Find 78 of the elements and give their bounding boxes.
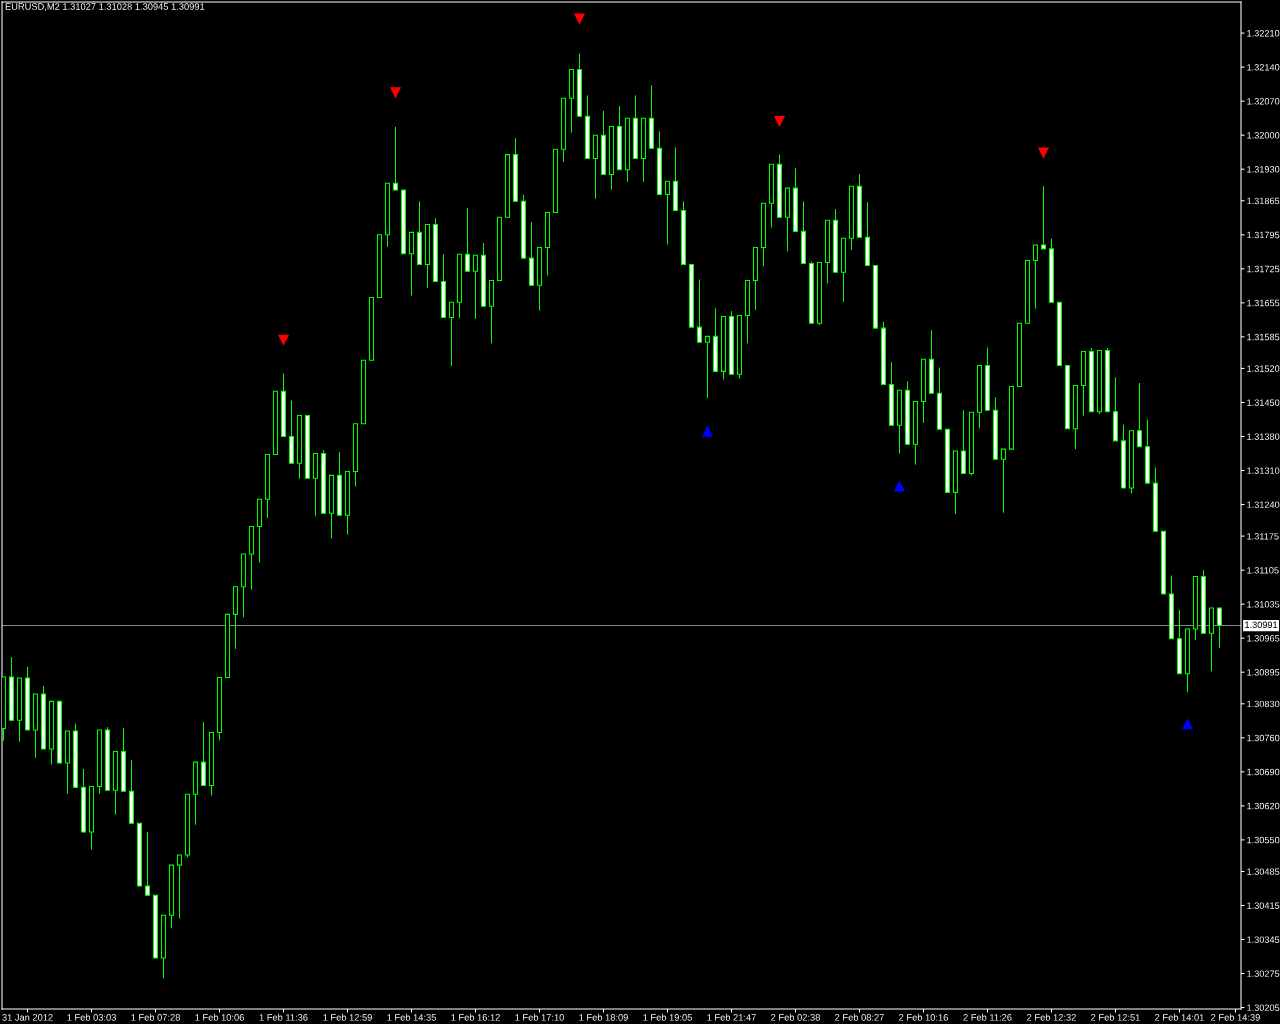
candlestick [696, 278, 703, 343]
candlestick [176, 854, 183, 920]
point [277, 334, 290, 346]
x-tick-label: 2 Feb 14:39 [1211, 1013, 1260, 1021]
x-tick-label: 1 Feb 11:36 [259, 1013, 308, 1021]
y-tick-label: 1.31520 [1247, 365, 1280, 372]
y-tick-label: 1.31380 [1247, 433, 1280, 440]
x-tick-label: 2 Feb 02:38 [771, 1013, 820, 1021]
y-tick-label: 1.30485 [1247, 868, 1280, 875]
x-tick-label: 2 Feb 11:26 [963, 1013, 1012, 1021]
x-tick-label: 1 Feb 19:05 [643, 1013, 692, 1021]
x-tick-label: 1 Feb 12:59 [323, 1013, 372, 1021]
y-tick-label: 1.31240 [1247, 501, 1280, 508]
y-tick-label: 1.32140 [1247, 64, 1280, 71]
candlestick [145, 831, 151, 896]
x-tick-label: 1 Feb 03:03 [67, 1013, 116, 1021]
candlestick [1216, 607, 1222, 649]
y-tick-label: 1.30345 [1247, 936, 1280, 943]
x-tick-label: 1 Feb 16:12 [451, 1013, 500, 1021]
candlestick [1136, 382, 1142, 448]
y-tick-label: 1.30275 [1247, 970, 1280, 977]
chart-title: EURUSD,M2 1.31027 1.31028 1.30945 1.30991 [5, 3, 205, 11]
y-tick-label: 1.30620 [1247, 802, 1280, 810]
y-tick-label: 1.30415 [1247, 902, 1280, 909]
y-tick-label: 1.31035 [1247, 601, 1280, 608]
candlestick [392, 126, 399, 191]
y-tick-label: 1.30550 [1247, 836, 1280, 844]
y-tick-label: 1.31175 [1247, 533, 1279, 540]
y-tick-label: 1.30760 [1247, 734, 1280, 742]
point [573, 13, 586, 25]
x-tick-label: 1 Feb 21:47 [707, 1013, 756, 1021]
y-tick-label: 1.31655 [1247, 299, 1280, 307]
x-tick-label: 1 Feb 18:09 [579, 1013, 628, 1021]
y-tick-label: 1.31930 [1247, 166, 1280, 173]
candlestick [704, 335, 711, 399]
x-tick-label: 1 Feb 17:10 [515, 1013, 564, 1021]
x-tick-label: 31 Jan 2012 [2, 1014, 53, 1021]
candlestick [664, 180, 671, 246]
y-tick-label: 1.31310 [1247, 467, 1280, 474]
candlestick [1032, 244, 1039, 310]
x-tick-label: 2 Feb 08:27 [835, 1013, 884, 1021]
point [893, 480, 906, 492]
candlestick [592, 134, 599, 200]
y-tick-label: 1.30690 [1247, 768, 1280, 776]
point [389, 87, 402, 99]
x-tick-label: 2 Feb 10:16 [899, 1013, 948, 1021]
y-tick-label: 1.31105 [1247, 567, 1279, 574]
candlestick [464, 207, 471, 272]
y-tick-label: 1.31725 [1247, 265, 1280, 273]
y-tick-label: 1.32210 [1247, 30, 1280, 37]
point [1037, 147, 1050, 159]
candlestick [472, 254, 479, 320]
x-tick-label: 1 Feb 07:28 [131, 1013, 180, 1021]
x-tick-label: 1 Feb 14:35 [387, 1013, 436, 1021]
ref-line-label: 1.30991 [1245, 621, 1278, 628]
x-tick-label: 2 Feb 12:51 [1091, 1013, 1140, 1021]
y-tick-label: 1.30965 [1247, 635, 1280, 642]
y-tick-label: 1.31795 [1247, 231, 1280, 239]
point [773, 116, 786, 128]
candlestick [1000, 448, 1007, 514]
x-tick-label: 2 Feb 12:32 [1027, 1013, 1076, 1021]
y-tick-label: 1.30830 [1247, 700, 1280, 708]
y-tick-label: 1.31585 [1247, 333, 1280, 341]
point [701, 425, 714, 437]
y-tick-label: 1.32000 [1247, 132, 1280, 139]
y-tick-label: 1.32070 [1247, 98, 1280, 105]
x-tick-label: 2 Feb 14:01 [1155, 1013, 1204, 1021]
y-tick-label: 1.30895 [1247, 669, 1280, 676]
y-tick-label: 1.31450 [1247, 399, 1280, 406]
candlestick [200, 721, 207, 786]
candlestick [408, 231, 415, 297]
x-tick-label: 1 Feb 10:06 [195, 1013, 244, 1021]
candlestick [1040, 185, 1047, 250]
point [1181, 718, 1194, 730]
candlestick [448, 301, 455, 367]
y-tick-label: 1.30205 [1247, 1004, 1280, 1011]
y-tick-label: 1.31865 [1247, 197, 1280, 205]
candlestick [960, 409, 967, 474]
